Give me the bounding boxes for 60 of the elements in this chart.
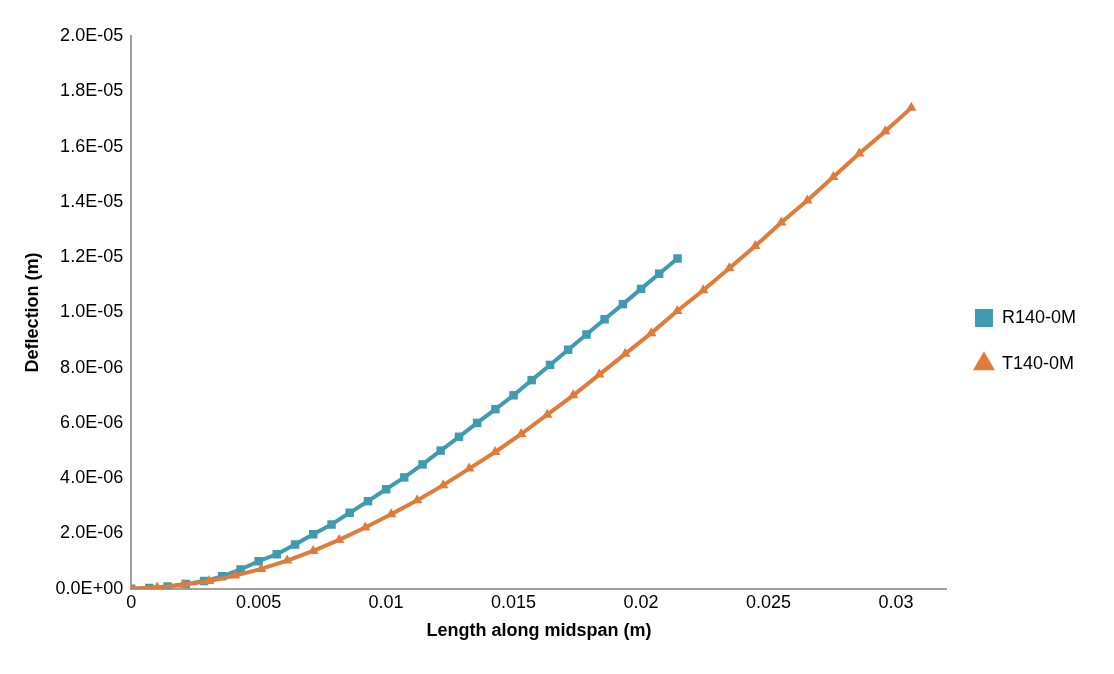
point [203, 575, 215, 585]
x-axis-title: Length along midspan (m) [426, 620, 652, 641]
point [542, 408, 553, 418]
point [724, 262, 735, 272]
point [464, 462, 475, 472]
point [776, 216, 787, 226]
point [750, 240, 761, 250]
point [345, 508, 354, 518]
point [272, 550, 281, 559]
point [880, 125, 891, 135]
point [516, 428, 527, 438]
point [177, 578, 189, 588]
point [620, 347, 631, 357]
point [509, 391, 518, 400]
point [582, 330, 591, 339]
point [828, 170, 839, 180]
x-tick-label: 0.03 [878, 591, 914, 612]
point [563, 345, 573, 354]
y-tick-label: 6.0E-06 [60, 411, 124, 432]
y-tick-label: 4.0E-06 [60, 467, 124, 488]
point [600, 315, 609, 324]
point [290, 540, 300, 549]
point [654, 269, 664, 278]
legend-label: T140-0M [1001, 352, 1074, 373]
point [594, 368, 605, 378]
point [229, 569, 241, 579]
point [906, 101, 917, 111]
y-tick-label: 0.0E+00 [55, 577, 124, 598]
y-tick-label: 2.0E-06 [60, 522, 124, 543]
y-axis-title: Deflection (m) [21, 252, 42, 373]
point [399, 473, 409, 482]
x-tick-label: 0.02 [623, 591, 659, 612]
point [308, 530, 318, 539]
point [672, 305, 683, 315]
y-tick-label: 1.6E-05 [60, 135, 124, 156]
y-tick-label: 1.0E-05 [60, 301, 124, 322]
x-tick-label: 0.015 [491, 591, 537, 612]
point [527, 375, 536, 385]
x-tick-label: 0.01 [368, 591, 404, 612]
point [254, 556, 263, 566]
point [327, 520, 336, 529]
x-tick-label: 0 [126, 591, 137, 612]
y-tick-label: 1.8E-05 [60, 80, 124, 101]
point [646, 327, 657, 337]
point [491, 404, 500, 414]
y-tick-label: 1.4E-05 [60, 190, 124, 211]
y-tick-label: 1.2E-05 [60, 246, 124, 267]
y-tick-label: 2.0E-05 [60, 24, 124, 45]
point [418, 460, 427, 469]
x-tick-label: 0.025 [745, 591, 792, 612]
point [673, 254, 682, 263]
point [381, 485, 391, 494]
point [436, 446, 445, 455]
legend-label: R140-0M [1001, 306, 1076, 327]
point [698, 284, 709, 294]
point [568, 389, 579, 399]
point [490, 445, 501, 455]
y-tick-label: 8.0E-06 [60, 356, 124, 377]
point [438, 479, 449, 489]
x-tick-label: 0.005 [236, 591, 282, 612]
